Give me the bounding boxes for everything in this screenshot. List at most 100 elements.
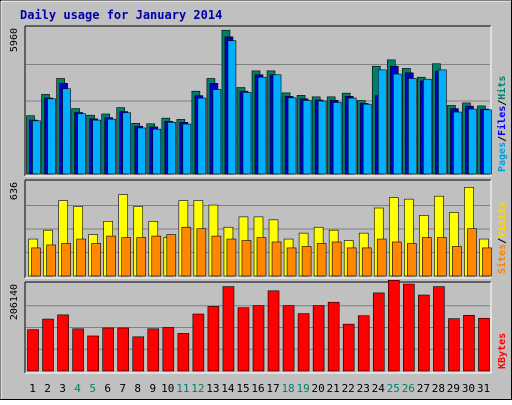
bar-pages-day-26 xyxy=(408,78,417,175)
bar-kbytes-day-1 xyxy=(27,329,39,372)
bar-sites-day-12 xyxy=(196,228,207,277)
bar-sites-day-6 xyxy=(106,235,116,277)
bar-kbytes-day-17 xyxy=(267,290,280,372)
bar-pages-day-27 xyxy=(423,78,432,175)
day-label-17: 17 xyxy=(266,382,279,395)
bar-pages-day-15 xyxy=(242,92,252,175)
bar-pages-day-5 xyxy=(92,119,101,175)
bar-kbytes-day-18 xyxy=(282,305,295,372)
bar-pages-day-31 xyxy=(483,109,492,175)
day-label-20: 20 xyxy=(312,382,325,395)
bar-pages-day-28 xyxy=(438,69,447,175)
bar-sites-day-28 xyxy=(437,237,447,277)
day-label-12: 12 xyxy=(191,382,204,395)
day-label-8: 8 xyxy=(134,382,141,395)
bar-kbytes-day-12 xyxy=(192,313,205,372)
bar-kbytes-day-22 xyxy=(342,323,355,372)
day-label-27: 27 xyxy=(417,382,430,395)
bar-sites-day-3 xyxy=(61,243,71,277)
bar-kbytes-day-21 xyxy=(327,301,340,372)
bar-sites-day-29 xyxy=(452,246,462,277)
bar-pages-day-25 xyxy=(392,73,402,175)
bar-sites-day-23 xyxy=(361,247,372,277)
bar-pages-day-2 xyxy=(47,98,56,175)
day-label-28: 28 xyxy=(432,382,445,395)
bar-kbytes-day-4 xyxy=(72,328,84,372)
legend-entry-visits: Visits xyxy=(496,202,508,238)
bar-kbytes-day-15 xyxy=(237,307,250,372)
bar-kbytes-day-11 xyxy=(177,333,190,372)
bar-pages-day-4 xyxy=(77,113,86,175)
bar-kbytes-day-3 xyxy=(57,314,69,372)
legend-entry-hits: Hits xyxy=(496,76,508,100)
bar-kbytes-day-30 xyxy=(463,314,475,372)
bar-pages-day-12 xyxy=(197,97,207,175)
day-label-10: 10 xyxy=(161,382,174,395)
bar-pages-day-30 xyxy=(468,108,477,175)
bar-kbytes-day-16 xyxy=(252,305,265,372)
bar-kbytes-day-6 xyxy=(102,327,114,372)
legend-entry-: / xyxy=(497,238,508,244)
legend-entry-pages: Pages xyxy=(497,142,508,172)
day-label-18: 18 xyxy=(281,382,294,395)
bar-kbytes-day-7 xyxy=(117,327,130,372)
day-label-1: 1 xyxy=(29,382,36,395)
bar-sites-day-10 xyxy=(166,234,177,277)
panel-2-legend: KBytes xyxy=(497,333,508,369)
bar-pages-day-9 xyxy=(152,128,162,175)
bar-sites-day-19 xyxy=(301,246,312,277)
day-label-31: 31 xyxy=(477,382,490,395)
bar-sites-day-11 xyxy=(181,226,192,277)
bar-sites-day-15 xyxy=(241,240,252,277)
bar-sites-day-8 xyxy=(136,237,147,277)
chart-title: Daily usage for January 2014 xyxy=(20,8,222,22)
day-label-22: 22 xyxy=(342,382,355,395)
bar-sites-day-26 xyxy=(407,243,417,277)
bar-kbytes-day-14 xyxy=(222,286,235,372)
bar-sites-day-9 xyxy=(151,235,162,277)
panel-0-max-label: 5960 xyxy=(9,28,20,52)
bar-pages-day-18 xyxy=(287,97,297,175)
day-label-15: 15 xyxy=(236,382,249,395)
bar-sites-day-14 xyxy=(226,238,237,277)
bar-kbytes-day-31 xyxy=(478,317,490,372)
bar-sites-day-2 xyxy=(46,244,56,277)
bar-kbytes-day-8 xyxy=(132,336,145,372)
day-label-9: 9 xyxy=(149,382,156,395)
bar-pages-day-1 xyxy=(32,120,41,175)
day-label-7: 7 xyxy=(119,382,126,395)
day-label-13: 13 xyxy=(206,382,219,395)
bar-sites-day-25 xyxy=(391,241,402,277)
bar-sites-day-4 xyxy=(76,238,86,277)
bar-kbytes-day-9 xyxy=(147,328,160,372)
bar-kbytes-day-20 xyxy=(312,305,325,372)
bar-pages-day-8 xyxy=(137,127,147,175)
bar-pages-day-22 xyxy=(347,97,357,175)
day-label-19: 19 xyxy=(296,382,309,395)
bar-pages-day-21 xyxy=(332,102,342,175)
day-label-21: 21 xyxy=(327,382,340,395)
day-label-16: 16 xyxy=(251,382,264,395)
bar-pages-day-17 xyxy=(272,74,282,175)
bar-kbytes-day-13 xyxy=(207,306,220,372)
legend-entry-sites: Sites xyxy=(496,244,508,274)
bar-sites-day-30 xyxy=(467,228,477,277)
day-label-2: 2 xyxy=(44,382,51,395)
bar-sites-day-24 xyxy=(376,238,387,277)
day-label-4: 4 xyxy=(74,382,81,395)
day-label-14: 14 xyxy=(221,382,235,395)
bar-pages-day-16 xyxy=(257,76,267,175)
bar-sites-day-17 xyxy=(271,241,282,277)
bar-sites-day-27 xyxy=(422,237,432,277)
day-label-24: 24 xyxy=(372,382,386,395)
legend-entry-: / xyxy=(497,136,508,142)
bar-pages-day-14 xyxy=(227,40,237,175)
bar-sites-day-13 xyxy=(211,235,222,277)
day-label-3: 3 xyxy=(59,382,66,395)
bar-kbytes-day-27 xyxy=(418,294,430,372)
bar-pages-day-20 xyxy=(317,100,327,175)
bar-pages-day-19 xyxy=(302,100,312,175)
legend-entry-kbytes: KBytes xyxy=(497,333,508,369)
bar-kbytes-day-28 xyxy=(433,286,445,372)
